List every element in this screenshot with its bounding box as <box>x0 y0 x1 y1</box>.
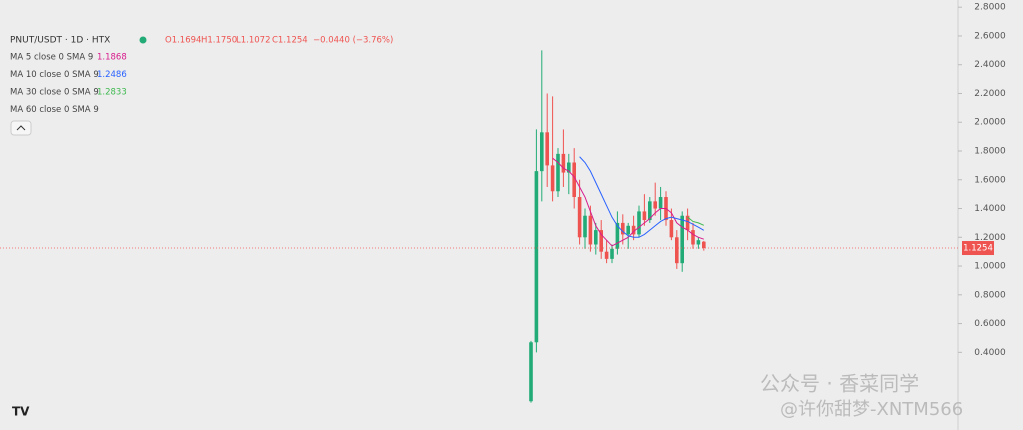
candle-body <box>594 230 598 245</box>
status-dot <box>139 36 147 44</box>
candle-body <box>599 230 603 252</box>
candle-body <box>653 201 657 209</box>
ma-line <box>687 216 705 226</box>
ma-legend-value: 1.1868 <box>97 53 127 63</box>
candle-body <box>534 171 539 343</box>
candle-body <box>680 215 684 264</box>
candle-body <box>550 165 555 192</box>
candle-body <box>610 248 614 259</box>
candle-body <box>658 197 663 209</box>
watermark: 公众号 · 香菜同学 <box>760 372 919 396</box>
y-tick-label: 1.0000 <box>974 262 1006 272</box>
candle-body <box>631 225 636 235</box>
ma-legend: MA 5 close 0 SMA 9 1.1868 MA 10 close 0 SM… <box>10 53 127 116</box>
candle-body <box>626 225 630 235</box>
y-tick-label: 2.4000 <box>974 60 1006 70</box>
candle-body <box>696 240 701 245</box>
symbol: PNUT/USDT · 1D · HTX <box>10 36 110 46</box>
last-price-box <box>962 241 994 256</box>
candle-body <box>588 215 593 245</box>
candle-body <box>637 211 641 235</box>
collapse-button[interactable] <box>10 120 32 136</box>
logo: TV <box>12 405 30 419</box>
ohlc-value: H1.1750 <box>201 36 237 46</box>
candle-body <box>615 222 620 249</box>
candle-body <box>702 241 706 249</box>
ma-legend-label: MA 10 close 0 SMA 9 <box>10 70 99 80</box>
y-tick-label: 1.2000 <box>974 233 1006 243</box>
ma-legend-value: 1.2833 <box>97 88 127 98</box>
watermark: @许你甜梦-XNTM566 <box>780 399 963 420</box>
candle-body <box>545 132 549 166</box>
y-tick-label: 0.6000 <box>974 319 1006 329</box>
candle-body <box>572 162 576 198</box>
candle-body <box>621 222 625 235</box>
y-tick-label: 1.4000 <box>974 204 1006 214</box>
candle-body <box>675 237 679 264</box>
ohlc-value: −0.0440 (−3.76%) <box>313 36 393 46</box>
ma-legend-label: MA 30 close 0 SMA 9 <box>10 88 99 98</box>
candle-body <box>567 162 571 173</box>
y-tick-label: 2.0000 <box>974 118 1006 128</box>
y-tick-label: 0.8000 <box>974 290 1006 300</box>
candle-body <box>604 251 609 259</box>
ma-line <box>579 156 705 238</box>
ohlc-value: O1.1694 <box>165 36 201 46</box>
ma-legend-label: MA 5 close 0 SMA 9 <box>10 53 93 63</box>
candle-body <box>691 230 695 245</box>
ma-legend-value: 1.2486 <box>97 70 127 80</box>
candle-body <box>583 215 587 238</box>
candle-body <box>561 153 566 173</box>
y-tick-label: 2.8000 <box>974 3 1006 13</box>
candle-body <box>669 220 674 238</box>
collapse-icon <box>16 125 26 131</box>
candle-body <box>642 211 647 221</box>
y-tick-label: 1.8000 <box>974 147 1006 157</box>
candle-body <box>577 197 582 238</box>
candle-body <box>529 342 533 402</box>
ohlc-value: L1.1072 <box>236 36 270 46</box>
candle-body <box>556 153 560 192</box>
y-tick-label: 1.6000 <box>974 175 1006 185</box>
ohlc-value: C1.1254 <box>272 36 308 46</box>
plot: 0.4000 0.6000 0.8000 1.0000 1.2000 1.4000 1.60… <box>0 3 1006 403</box>
ma-legend-label: MA 60 close 0 SMA 9 <box>10 105 99 115</box>
candle-body <box>685 215 690 231</box>
candle-body <box>648 201 652 221</box>
y-tick-label: 0.4000 <box>974 348 1006 358</box>
y-tick-label: 2.2000 <box>974 89 1006 99</box>
candle-body <box>540 132 544 172</box>
y-tick-label: 2.6000 <box>974 31 1006 41</box>
last-price-label: 1.1254 <box>963 244 993 254</box>
ma-line <box>552 157 704 247</box>
